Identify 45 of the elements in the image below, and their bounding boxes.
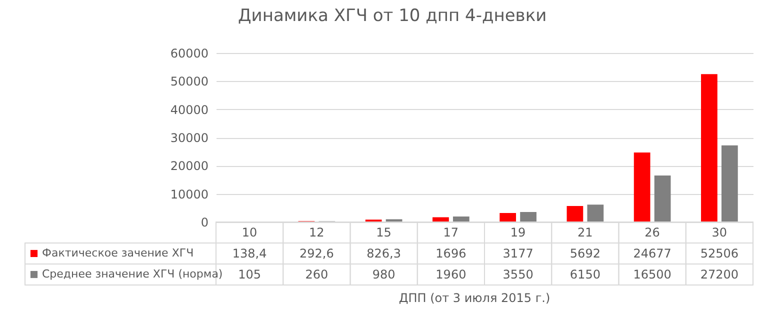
x-tick-label: 17	[443, 226, 459, 240]
y-tick-label: 50000	[170, 74, 208, 89]
chart-title: Динамика ХГЧ от 10 дпп 4-дневки	[238, 6, 547, 26]
data-label: 292,6	[300, 246, 334, 260]
y-tick-label: 30000	[170, 131, 208, 145]
data-label: 52506	[700, 246, 739, 260]
x-axis-title: ДПП (от 3 июля 2015 г.)	[398, 291, 550, 305]
bar	[432, 217, 449, 222]
bar	[520, 212, 536, 222]
bar	[654, 176, 671, 222]
x-tick-label: 26	[644, 226, 660, 240]
data-label: 980	[372, 268, 396, 282]
bar	[701, 74, 718, 222]
y-tick-label: 60000	[170, 46, 208, 60]
data-label: 5692	[570, 246, 600, 260]
data-label: 16500	[633, 268, 672, 282]
data-label: 1960	[436, 268, 466, 282]
y-tick-label: 0	[200, 216, 208, 230]
x-tick-label: 10	[242, 226, 258, 240]
bar	[634, 152, 650, 222]
data-label: 138,4	[232, 246, 267, 260]
x-tick-label: 12	[309, 226, 324, 240]
x-tick-label: 15	[376, 226, 392, 240]
data-label: 105	[238, 268, 262, 282]
y-tick-label: 40000	[170, 102, 208, 117]
bar	[566, 206, 584, 222]
bar	[500, 213, 516, 222]
x-tick-label: 21	[578, 226, 593, 240]
data-label: 3550	[502, 268, 534, 282]
data-label: 1696	[436, 246, 466, 260]
legend-label: Фактическое зачение ХГЧ	[42, 246, 194, 260]
data-label: 6150	[570, 268, 600, 282]
y-tick-label: 10000	[170, 187, 208, 202]
data-label: 27200	[700, 268, 739, 282]
legend-label: Среднее значение ХГЧ (норма)	[42, 268, 223, 280]
data-label: 260	[305, 268, 328, 282]
data-label: 826,3	[366, 246, 401, 260]
x-tick-label: 30	[712, 226, 728, 240]
data-label: 24677	[633, 246, 672, 260]
x-tick-label: 19	[510, 226, 526, 240]
bar	[452, 216, 470, 222]
data-label: 3177	[502, 246, 534, 260]
bar	[721, 145, 738, 222]
bar	[587, 204, 604, 222]
y-tick-label: 20000	[170, 159, 208, 174]
